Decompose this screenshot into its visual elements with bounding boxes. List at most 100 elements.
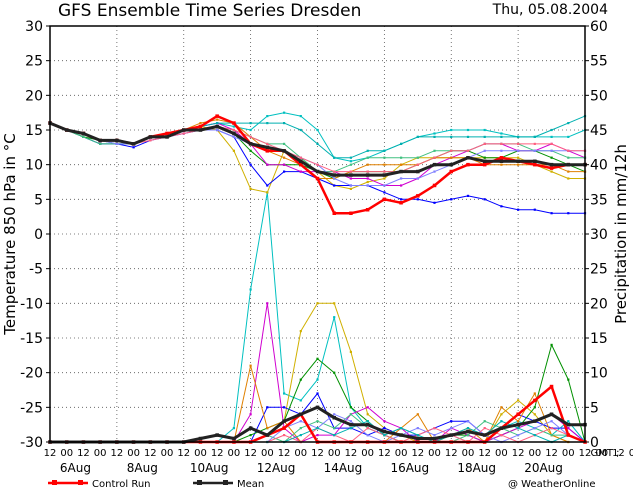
legend-control-label: Control Run <box>92 479 151 489</box>
precip-point <box>533 419 537 423</box>
temp-point <box>182 128 186 132</box>
temp-point <box>500 149 503 152</box>
precip-point <box>299 420 302 423</box>
temp-point <box>366 180 369 184</box>
temp-point <box>399 169 403 174</box>
precip-point <box>450 420 453 423</box>
right-tick-label: 10 <box>590 366 608 382</box>
x-hour-label: 00 <box>528 448 541 459</box>
precip-point <box>466 427 470 430</box>
x-hour-label: 12 <box>378 448 391 459</box>
temp-point <box>533 162 537 167</box>
precip-point <box>433 427 436 430</box>
temp-point <box>450 198 453 201</box>
temp-point <box>315 176 320 181</box>
precip-point <box>349 422 353 427</box>
temp-point <box>216 122 219 125</box>
x-hour-label: 12 <box>244 448 257 459</box>
precip-point <box>533 392 536 395</box>
temp-point <box>416 163 419 166</box>
right-tick-label: 40 <box>590 158 608 174</box>
temp-point <box>567 149 570 152</box>
precip-point <box>567 427 570 430</box>
right-tick-label: 60 <box>590 19 608 35</box>
right-tick-label: 0 <box>590 435 599 451</box>
left-axis-label: Temperature 850 hPa in °C <box>1 133 19 335</box>
temp-point <box>433 170 436 173</box>
right-tick-label: 50 <box>590 88 608 104</box>
temp-point <box>182 132 185 135</box>
temp-point <box>283 142 286 145</box>
temp-point <box>433 132 436 135</box>
temp-point <box>315 169 320 174</box>
precip-point <box>383 427 386 430</box>
temp-point <box>383 156 386 159</box>
precip-point <box>517 434 520 437</box>
temp-point <box>450 156 453 159</box>
temp-point <box>383 163 386 166</box>
precip-point <box>283 392 286 395</box>
x-hour-label: 00 <box>127 448 140 459</box>
temp-point <box>549 162 554 167</box>
precip-point <box>215 433 219 437</box>
x-hour-label: 00 <box>495 448 508 459</box>
x-day-label: 12Aug <box>257 461 296 475</box>
temp-point <box>349 177 352 180</box>
precip-point <box>517 420 520 423</box>
legend-control-marker <box>78 480 83 485</box>
temp-point <box>265 145 270 150</box>
precip-point <box>299 434 302 437</box>
x-hour-label: 12 <box>44 448 57 459</box>
left-tick-label: -15 <box>20 331 43 347</box>
temp-point <box>550 142 553 145</box>
precip-point <box>383 434 386 437</box>
temp-point <box>550 128 553 132</box>
precip-point <box>316 357 319 360</box>
precip-point <box>416 413 419 416</box>
precip-point <box>366 413 369 416</box>
precip-point <box>198 436 203 441</box>
precip-point <box>232 436 236 441</box>
temp-point <box>383 170 386 173</box>
x-day-label: 14Aug <box>324 461 363 475</box>
temp-point <box>215 114 219 118</box>
precip-point <box>500 434 503 437</box>
temp-point <box>517 208 520 211</box>
x-gmt-label: GMT ; <box>590 448 619 459</box>
precip-point <box>567 378 570 381</box>
temp-point <box>567 212 570 215</box>
temp-point <box>533 149 536 152</box>
temp-point <box>533 135 536 138</box>
x-hour-label: 12 <box>478 448 491 459</box>
precip-point <box>333 316 336 319</box>
temp-point <box>266 191 269 194</box>
temp-point <box>483 198 486 201</box>
legend-mean-label: Mean <box>237 479 264 489</box>
grid <box>50 26 585 442</box>
precip-point <box>366 427 369 430</box>
precip-point <box>466 420 470 423</box>
temp-point <box>316 142 319 145</box>
right-tick-label: 55 <box>590 54 608 70</box>
chart-date: Thu, 05.08.2004 <box>492 2 608 18</box>
temp-point <box>349 187 352 190</box>
temp-point <box>382 197 387 202</box>
precip-point <box>249 364 252 367</box>
temp-point <box>433 149 436 152</box>
temp-point <box>366 149 369 152</box>
x-day-label: 20Aug <box>524 461 563 475</box>
temp-point <box>148 135 153 139</box>
precip-point <box>567 420 570 423</box>
x-hour-label: 00 <box>294 448 307 459</box>
x-hour-label: 00 <box>462 448 475 459</box>
x-hour-label: 00 <box>629 448 633 459</box>
temp-point <box>332 211 336 215</box>
precip-point <box>265 433 270 437</box>
x-hour-label: 00 <box>562 448 575 459</box>
temp-point <box>416 156 419 159</box>
right-tick-label: 30 <box>590 227 608 243</box>
precip-point <box>283 434 286 437</box>
precip-point <box>366 420 369 423</box>
temp-point <box>299 159 303 163</box>
temp-point <box>349 160 352 163</box>
